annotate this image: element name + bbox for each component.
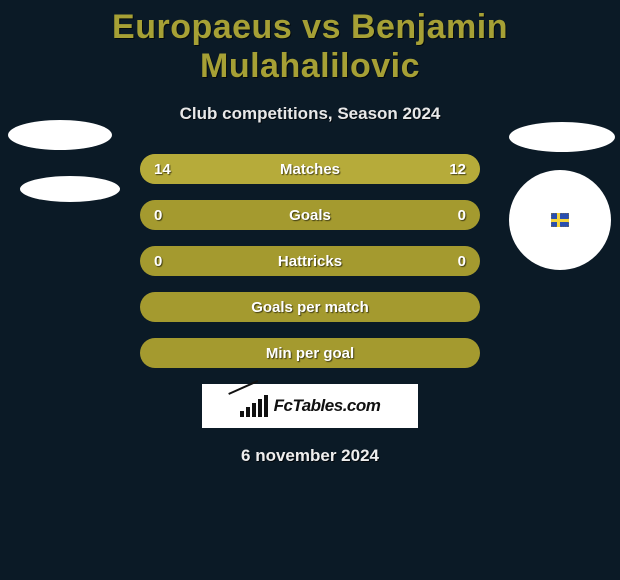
sweden-flag-icon	[551, 213, 569, 227]
page-title: Europaeus vs Benjamin Mulahalilovic	[0, 0, 620, 86]
decor-ellipse-tl	[8, 120, 112, 150]
logo-text: FcTables.com	[274, 396, 381, 416]
date-label: 6 november 2024	[0, 446, 620, 466]
stat-label: Goals per match	[140, 299, 480, 316]
stat-row-min-per-goal: Min per goal	[140, 338, 480, 368]
stat-label: Min per goal	[140, 345, 480, 362]
decor-ellipse-tr	[509, 122, 615, 152]
stat-label: Matches	[140, 161, 480, 178]
stat-right-value: 12	[449, 161, 466, 178]
subtitle: Club competitions, Season 2024	[0, 104, 620, 124]
decor-circle-right	[509, 170, 611, 270]
stat-label: Goals	[140, 207, 480, 224]
stat-row-hattricks: 0 Hattricks 0	[140, 246, 480, 276]
stat-right-value: 0	[458, 253, 466, 270]
fctables-logo: FcTables.com	[202, 384, 418, 428]
stat-row-goals-per-match: Goals per match	[140, 292, 480, 322]
stat-label: Hattricks	[140, 253, 480, 270]
stat-row-matches: 14 Matches 12	[140, 154, 480, 184]
chart-icon	[240, 395, 268, 417]
stat-right-value: 0	[458, 207, 466, 224]
stats-container: 14 Matches 12 0 Goals 0 0 Hattricks 0 Go…	[140, 154, 480, 368]
stat-row-goals: 0 Goals 0	[140, 200, 480, 230]
decor-ellipse-ml	[20, 176, 120, 202]
